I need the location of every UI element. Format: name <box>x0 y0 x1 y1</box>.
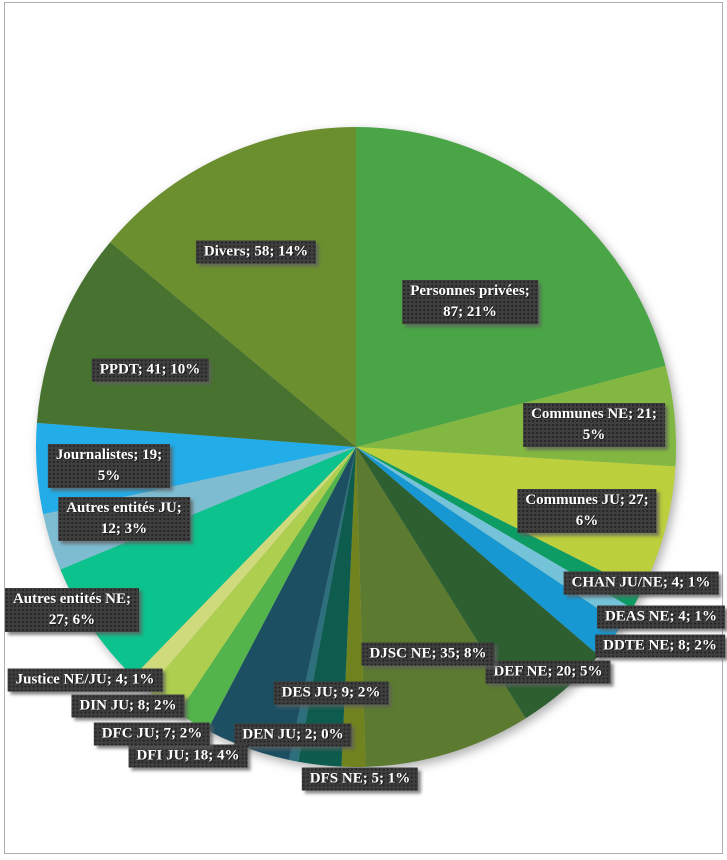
pie-slice-def-ne[interactable] <box>356 447 599 719</box>
pie-slice-djsc-ne[interactable] <box>356 447 526 767</box>
pie-slice-dfc-ju[interactable] <box>178 447 356 731</box>
pie-slice-ddte-ne[interactable] <box>356 447 623 656</box>
pie-slice-deas-ne[interactable] <box>356 447 633 625</box>
pie-slice-communes-ju[interactable] <box>356 447 676 592</box>
pie-slice-din-ju[interactable] <box>147 447 356 714</box>
pie-slice-justice-ne-ju[interactable] <box>133 447 356 690</box>
pie-slice-ppdt[interactable] <box>36 242 356 447</box>
pie-slice-dfi-ju[interactable] <box>207 447 356 760</box>
pie-slice-chan-ju-ne[interactable] <box>356 447 642 609</box>
pie-slice-divers[interactable] <box>110 127 357 447</box>
